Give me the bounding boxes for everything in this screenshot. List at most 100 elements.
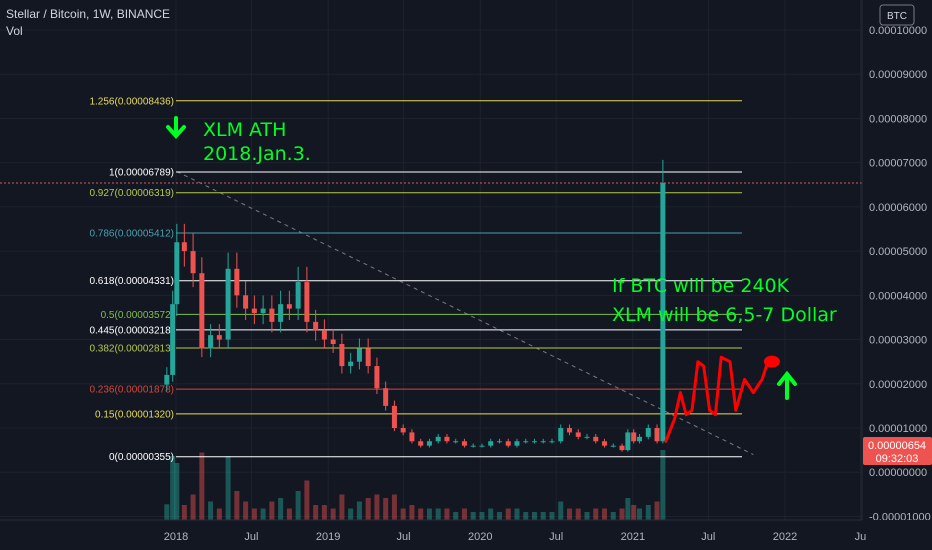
candle-body: [637, 436, 643, 442]
candle-body: [330, 339, 336, 344]
candle-body: [260, 308, 266, 314]
volume-bars: [164, 450, 666, 520]
time-axis-bg: [0, 520, 932, 550]
volume-bar: [348, 508, 354, 520]
fib-level-label: 0(0.00000355): [109, 452, 174, 463]
volume-bar: [435, 508, 441, 520]
volume-bar: [295, 491, 301, 520]
time-tick-label: Jul: [549, 531, 563, 543]
candle-body: [645, 428, 651, 437]
time-tick-label: Jul: [397, 531, 411, 543]
candle-body: [269, 308, 275, 322]
up-arrow-icon: [777, 370, 797, 400]
volume-bar: [216, 508, 222, 520]
volume-bar: [251, 508, 257, 520]
volume-bar: [426, 508, 432, 520]
fib-level-label: 0.445(0.00003218): [89, 325, 174, 336]
candle-body: [304, 282, 310, 322]
volume-bar: [654, 501, 660, 520]
candle-body: [216, 335, 222, 340]
volume-bar: [304, 480, 310, 520]
candle-body: [505, 441, 511, 446]
price-tick-label: 0.00000000: [869, 467, 927, 479]
candle-body: [278, 304, 284, 322]
volume-bar: [619, 508, 625, 520]
fib-levels: 1.256(0.00008436) 1(0.00006789) 0.927(0.00…: [89, 96, 742, 463]
candle-body: [479, 445, 485, 447]
candle-body: [170, 304, 176, 375]
price-tick-label: 0.00009000: [869, 69, 927, 81]
candle-body: [339, 343, 345, 367]
candle-body: [461, 441, 467, 446]
volume-bar: [181, 505, 187, 520]
candle-body: [208, 335, 214, 349]
volume-bar: [418, 508, 424, 520]
fib-level-label: 0.15(0.00001320): [95, 409, 174, 420]
volume-bar: [225, 456, 231, 520]
volume-bar: [313, 505, 319, 520]
candle-body: [435, 436, 441, 442]
candle-body: [295, 282, 301, 309]
volume-bar: [566, 508, 572, 520]
candle-body: [251, 308, 257, 314]
price-tick-label: 0.00008000: [869, 113, 927, 125]
currency-button-label: BTC: [887, 11, 907, 22]
volume-bar: [356, 501, 362, 520]
volume-bar: [365, 498, 371, 520]
candle-body: [593, 436, 599, 442]
ath-arrow-icon: [166, 116, 186, 140]
projection-path: [664, 355, 770, 443]
price-tick-label: 0.00006000: [869, 202, 927, 214]
fib-level-label: 0.236(0.00001878): [89, 385, 174, 396]
volume-bar: [505, 508, 511, 520]
volume-bar: [479, 512, 485, 520]
price-axis[interactable]: 0.00010000 0.00009000 0.00008000 0.00007000…: [869, 25, 931, 523]
volume-bar: [496, 512, 502, 520]
volume-bar: [488, 508, 494, 520]
projection-annotation-line1: If BTC will be 240K: [612, 275, 790, 297]
fib-level-label: 0.927(0.00006319): [89, 188, 174, 199]
volume-bar: [409, 505, 415, 520]
candle-body: [549, 441, 555, 443]
candle-body: [444, 436, 450, 442]
volume-bar: [190, 494, 196, 520]
time-axis[interactable]: 2018 Jul 2019 Jul 2020 Jul 2021 Jul 2022 Ju: [164, 531, 867, 543]
time-tick-label: Ju: [855, 531, 867, 543]
time-tick-label: Jul: [701, 531, 715, 543]
target-marker: [763, 355, 780, 368]
candle-body: [575, 432, 581, 437]
volume-bar: [645, 505, 651, 520]
volume-bar: [461, 508, 467, 520]
time-tick-label: 2021: [621, 531, 645, 543]
volume-bar: [660, 450, 666, 520]
volume-bar: [400, 508, 406, 520]
candle-body: [190, 251, 196, 274]
ath-annotation-line2: 2018.Jan.3.: [203, 143, 311, 165]
candle-body: [225, 268, 231, 340]
candle-body: [453, 441, 459, 443]
volume-bar: [170, 456, 176, 520]
candle-body: [174, 242, 180, 305]
volume-bar: [514, 508, 520, 520]
candle-body: [391, 405, 397, 428]
volume-bar: [174, 463, 180, 520]
volume-bar: [234, 491, 240, 520]
volume-bar: [558, 501, 564, 520]
candle-body: [496, 441, 502, 443]
volume-bar: [584, 512, 590, 520]
candle-body: [488, 441, 494, 446]
price-axis-bg: [862, 0, 932, 520]
volume-bar: [637, 508, 643, 520]
volume-bar: [540, 512, 546, 520]
volume-bar: [391, 494, 397, 520]
candle-body: [625, 432, 631, 451]
candle-series: [164, 159, 666, 452]
volume-bar: [321, 505, 327, 520]
volume-bar: [531, 512, 537, 520]
candle-body: [631, 432, 637, 442]
volume-bar: [575, 508, 581, 520]
volume-bar: [286, 508, 292, 520]
price-tick-label: 0.00003000: [869, 335, 927, 347]
currency-button[interactable]: BTC: [879, 4, 915, 26]
